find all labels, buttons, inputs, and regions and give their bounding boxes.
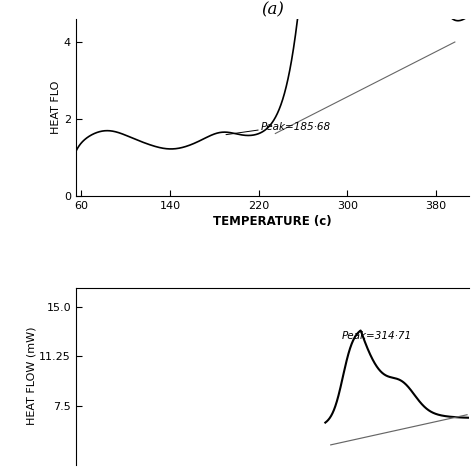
X-axis label: TEMPERATURE (c): TEMPERATURE (c) <box>213 215 332 228</box>
Title: (a): (a) <box>261 2 284 19</box>
Y-axis label: HEAT FLOW (mW): HEAT FLOW (mW) <box>27 327 36 425</box>
Text: Peak=314·71: Peak=314·71 <box>342 331 412 341</box>
Y-axis label: HEAT FLO: HEAT FLO <box>51 81 61 134</box>
Text: Peak=185·68: Peak=185·68 <box>261 122 331 132</box>
